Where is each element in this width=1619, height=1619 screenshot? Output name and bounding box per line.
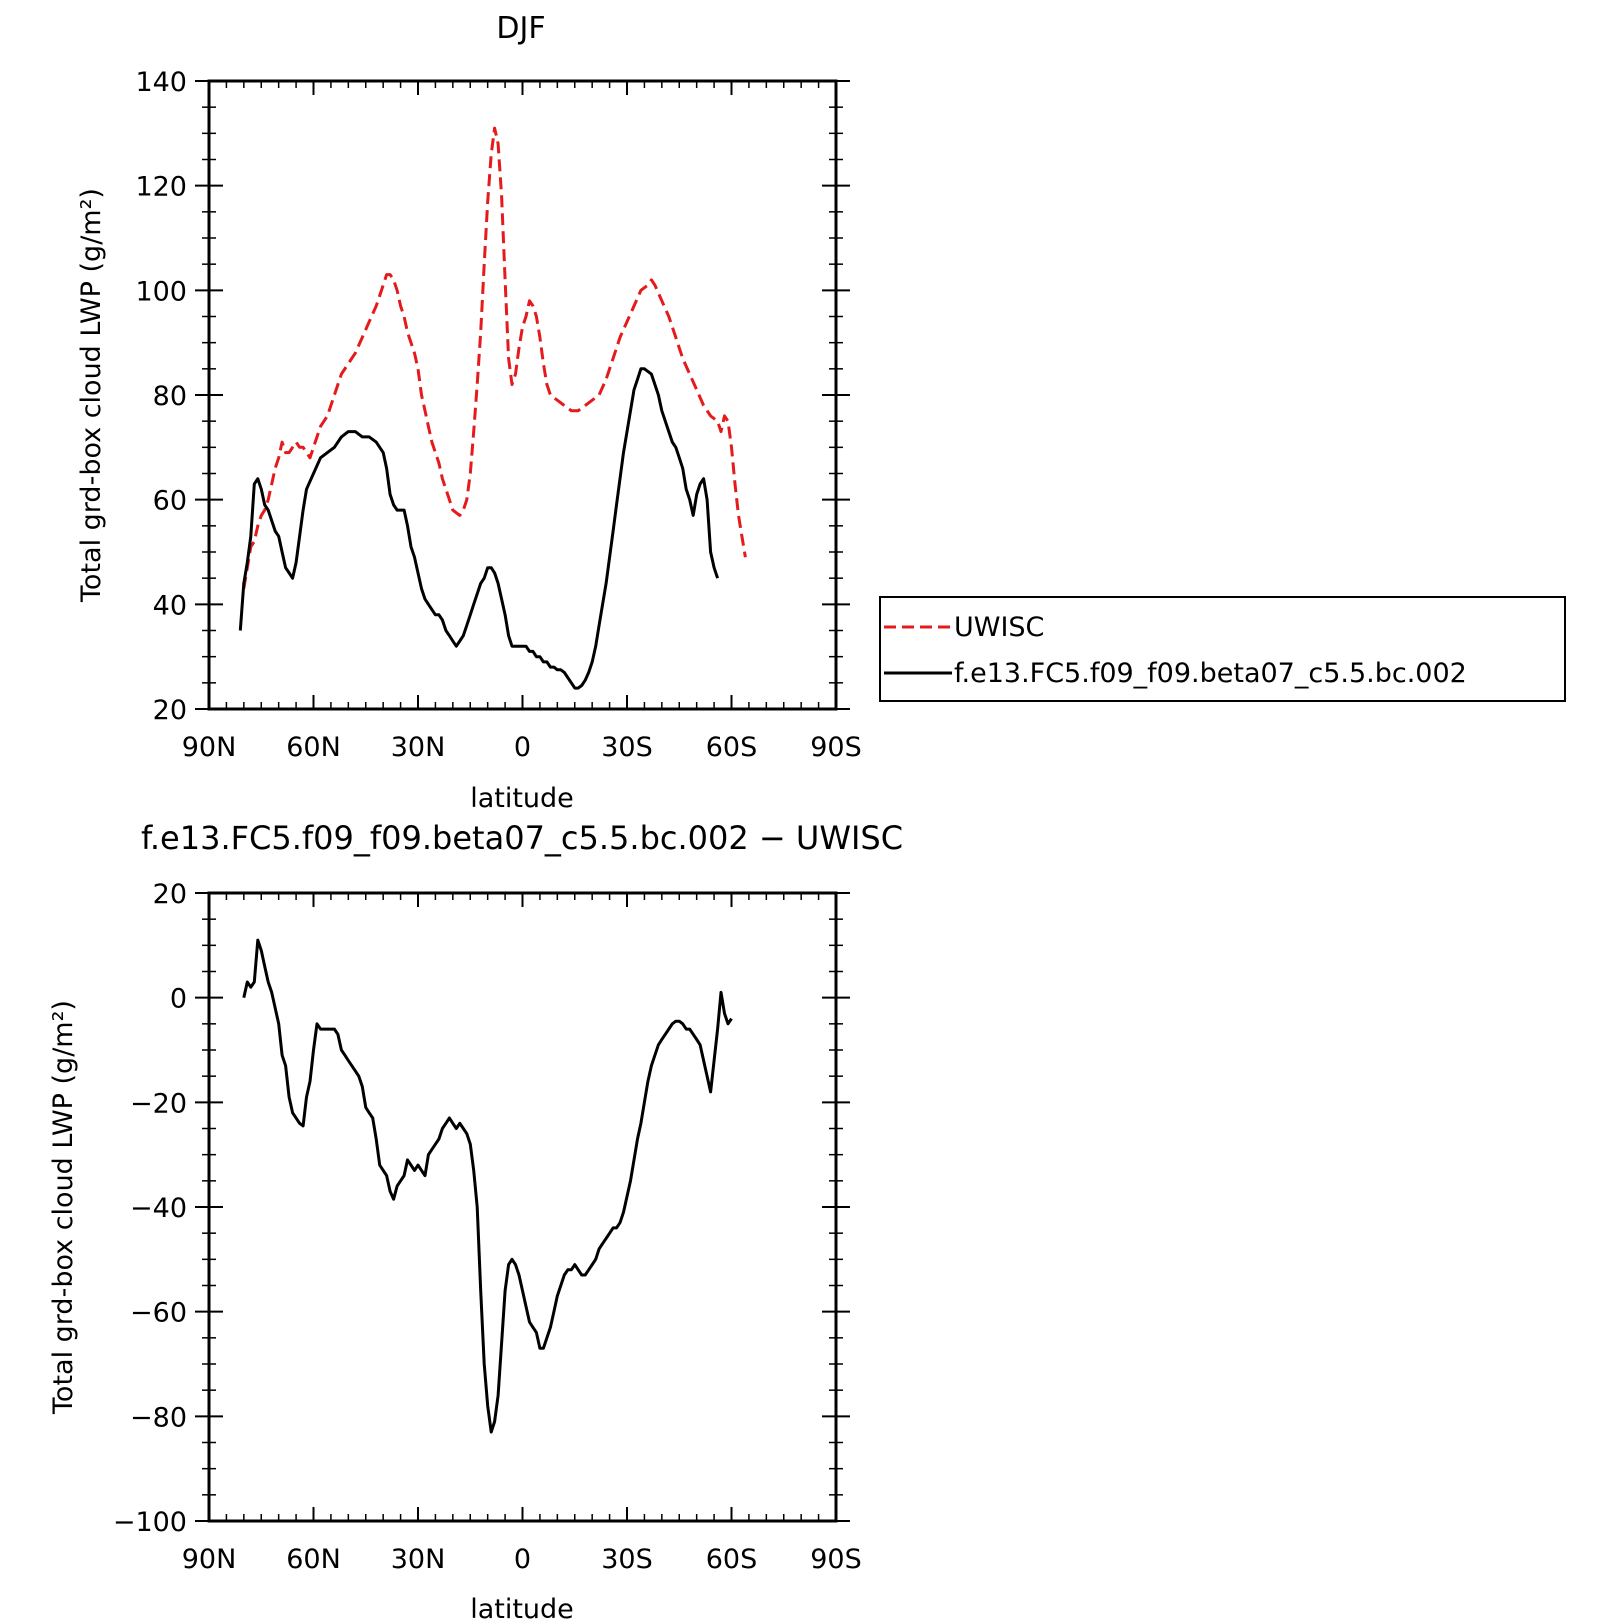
x-tick-label: 30N: [391, 732, 446, 763]
chart-bottom: f.e13.FC5.f09_f09.beta07_c5.5.bc.002 − U…: [48, 819, 903, 1619]
y-tick-label: 20: [153, 879, 187, 910]
y-tick-label: −20: [130, 1088, 187, 1119]
x-tick-label: 90S: [810, 732, 862, 763]
chart-top-line-f-e13-fc5-f09-f09-beta07-c5-5-bc-002: [238, 367, 720, 690]
x-tick-label: 90N: [182, 1544, 237, 1575]
y-tick-label: −100: [113, 1507, 187, 1538]
x-tick-label: 60S: [706, 732, 758, 763]
y-tick-label: 140: [135, 67, 187, 98]
chart-top-y-tick-labels: 20 40 60 80 100 120 140: [135, 67, 187, 726]
y-tick-label: 60: [153, 486, 187, 517]
y-tick-label: 0: [170, 984, 187, 1015]
chart-top: DJF 90N 60N 30N 0 30S 60S 90S 20 40 60 80 100 120 14…: [76, 11, 862, 814]
y-tick-label: 120: [135, 172, 187, 203]
chart-bottom-title: f.e13.FC5.f09_f09.beta07_c5.5.bc.002 − U…: [141, 819, 903, 857]
y-tick-label: 20: [153, 695, 187, 726]
legend-label-model: f.e13.FC5.f09_f09.beta07_c5.5.bc.002: [954, 658, 1467, 689]
y-tick-label: −60: [130, 1298, 187, 1329]
chart-top-y-label: Total grd-box cloud LWP (g/m²): [76, 188, 107, 603]
y-tick-label: −80: [130, 1402, 187, 1433]
legend-label-uwisc: UWISC: [954, 612, 1044, 643]
chart-top-frame: [207, 79, 838, 711]
chart-bottom-y-tick-labels: 20 0 −20 −40 −60 −80 −100: [113, 879, 187, 1538]
chart-bottom-series: [242, 938, 733, 1434]
chart-top-line-uwisc: [242, 126, 747, 589]
chart-bottom-frame: [207, 891, 838, 1523]
chart-bottom-x-tick-labels: 90N 60N 30N 0 30S 60S 90S: [182, 1544, 862, 1575]
x-tick-label: 0: [514, 1544, 531, 1575]
x-tick-label: 60S: [706, 1544, 758, 1575]
y-tick-label: 40: [153, 590, 187, 621]
chart-top-title: DJF: [496, 11, 545, 46]
chart-top-series: [238, 126, 747, 690]
x-tick-label: 60N: [286, 732, 341, 763]
legend: UWISC f.e13.FC5.f09_f09.beta07_c5.5.bc.0…: [879, 596, 1566, 702]
chart-bottom-line-difference: [242, 938, 733, 1434]
y-tick-label: 100: [135, 276, 187, 307]
x-tick-label: 90N: [182, 732, 237, 763]
x-tick-label: 60N: [286, 1544, 341, 1575]
legend-box: [879, 596, 1566, 702]
x-tick-label: 30S: [601, 1544, 653, 1575]
chart-top-x-label: latitude: [470, 783, 574, 814]
chart-bottom-y-label: Total grd-box cloud LWP (g/m²): [48, 1000, 79, 1415]
chart-bottom-x-label: latitude: [470, 1594, 574, 1619]
chart-top-x-tick-labels: 90N 60N 30N 0 30S 60S 90S: [182, 732, 862, 763]
y-tick-label: −40: [130, 1193, 187, 1224]
y-tick-label: 80: [153, 381, 187, 412]
x-tick-label: 0: [514, 732, 531, 763]
chart-top-ticks: [195, 80, 850, 710]
x-tick-label: 30N: [391, 1544, 446, 1575]
chart-bottom-ticks: [195, 892, 850, 1522]
x-tick-label: 90S: [810, 1544, 862, 1575]
x-tick-label: 30S: [601, 732, 653, 763]
